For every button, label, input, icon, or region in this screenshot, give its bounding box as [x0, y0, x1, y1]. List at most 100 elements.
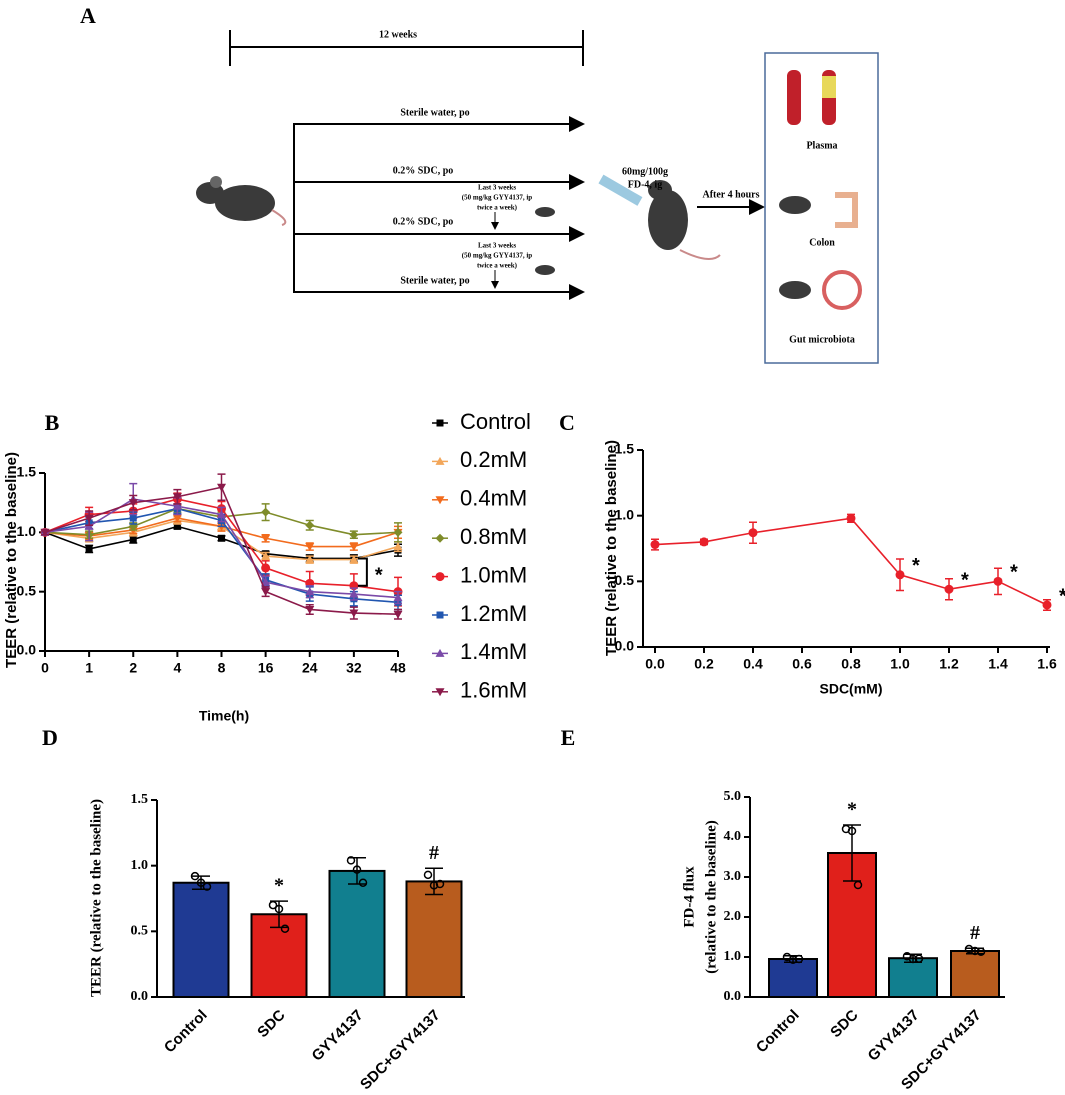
x-tick-label: GYY4137 [865, 1007, 923, 1065]
marker [129, 535, 137, 543]
legend-label: 1.4mM [460, 639, 527, 664]
y-tick-label: 0.5 [131, 924, 149, 939]
marker [895, 570, 905, 580]
y-axis-label: TEER (relative to the baseline) [603, 440, 620, 656]
data-point [914, 954, 924, 963]
annotation: # [970, 922, 980, 944]
marker [261, 551, 271, 560]
x-tick-label: 0.4 [743, 656, 763, 672]
marker [305, 520, 315, 530]
legend-label: 0.2mM [460, 447, 527, 472]
marker [305, 587, 315, 596]
annotation: * [274, 875, 284, 897]
data-point [268, 900, 278, 910]
x-tick-label: 0.8 [841, 656, 861, 672]
significance-bracket [357, 557, 368, 587]
x-tick-label: 8 [218, 660, 226, 676]
legend-label: 0.4mM [460, 486, 527, 511]
data-point [794, 954, 804, 964]
marker [650, 540, 660, 550]
panel-label: D [42, 725, 58, 750]
y-tick-label: 1.0 [615, 506, 635, 522]
y-axis-label: FD-4 flux [681, 866, 697, 928]
marker [84, 514, 94, 523]
error-bar [348, 857, 366, 885]
marker [129, 514, 137, 522]
x-tick-label: 32 [346, 660, 362, 676]
marker [748, 528, 758, 538]
marker [349, 543, 359, 552]
x-tick-label: 0.2 [694, 656, 714, 672]
data-point [435, 879, 445, 889]
bar [328, 869, 386, 998]
marker [305, 543, 315, 552]
bar [950, 950, 1000, 998]
y-axis-label: (relative to the baseline) [703, 820, 719, 973]
marker [85, 545, 93, 553]
marker [1042, 600, 1052, 610]
microbiota-icon [779, 270, 862, 310]
sample-label: Plasma [806, 140, 837, 151]
panel-label: B [45, 410, 60, 435]
mouse-icon [196, 176, 287, 226]
marker [699, 537, 709, 547]
data-point [202, 882, 212, 891]
data-point [908, 954, 918, 964]
marker [217, 510, 226, 519]
marker [261, 507, 271, 517]
annotation: * [912, 555, 920, 577]
x-axis-label: SDC(mM) [820, 681, 883, 697]
group-label: Sterile water, po [400, 275, 469, 286]
x-tick-label: 24 [302, 660, 318, 676]
wait-label: After 4 hours [702, 189, 759, 200]
note: (50 mg/kg GYY4137, ip [462, 252, 533, 260]
marker [349, 609, 359, 618]
data-point [847, 826, 857, 836]
y-tick-label: 0.5 [615, 572, 635, 588]
marker [993, 576, 1003, 586]
note: Last 3 weeks [478, 242, 516, 250]
legend-label: 1.2mM [460, 601, 527, 626]
y-tick-label: 1.0 [131, 858, 149, 873]
x-tick-label: 1.4 [988, 656, 1008, 672]
marker [393, 542, 403, 551]
legend-label: 0.8mM [460, 524, 527, 549]
x-tick-label: 0 [41, 660, 49, 676]
marker [172, 501, 182, 510]
marker [305, 555, 315, 564]
note: twice a week) [477, 204, 518, 212]
x-tick-label: SDC [827, 1006, 862, 1041]
x-tick-label: GYY4137 [309, 1007, 367, 1065]
marker [217, 483, 226, 492]
data-point [970, 946, 980, 956]
data-point [196, 878, 206, 887]
data-point [274, 904, 284, 914]
data-point [853, 880, 863, 890]
legend-label: 1.6mM [460, 678, 527, 703]
x-axis-label: Time(h) [199, 708, 249, 724]
plasma-icon [787, 70, 836, 125]
bar [888, 957, 938, 999]
marker [349, 530, 359, 540]
x-tick-label: Control [161, 1007, 211, 1057]
marker [261, 588, 271, 597]
note: Last 3 weeks [478, 184, 516, 192]
y-tick-label: 1.5 [615, 441, 635, 457]
marker [349, 555, 359, 564]
marker [172, 493, 182, 502]
marker [393, 610, 403, 619]
annotation: * [847, 799, 857, 821]
marker [173, 522, 181, 530]
x-tick-label: 1.6 [1037, 656, 1057, 672]
annotation: * [1010, 562, 1018, 584]
x-tick-label: 1.0 [890, 656, 910, 672]
note: (50 mg/kg GYY4137, ip [462, 194, 533, 202]
marker [393, 593, 403, 602]
data-point [429, 881, 439, 890]
data-point [788, 955, 798, 965]
data-point [346, 856, 356, 865]
x-tick-label: 2 [129, 660, 137, 676]
marker [218, 534, 225, 542]
x-tick-label: 1 [85, 660, 93, 676]
marker [40, 528, 50, 537]
